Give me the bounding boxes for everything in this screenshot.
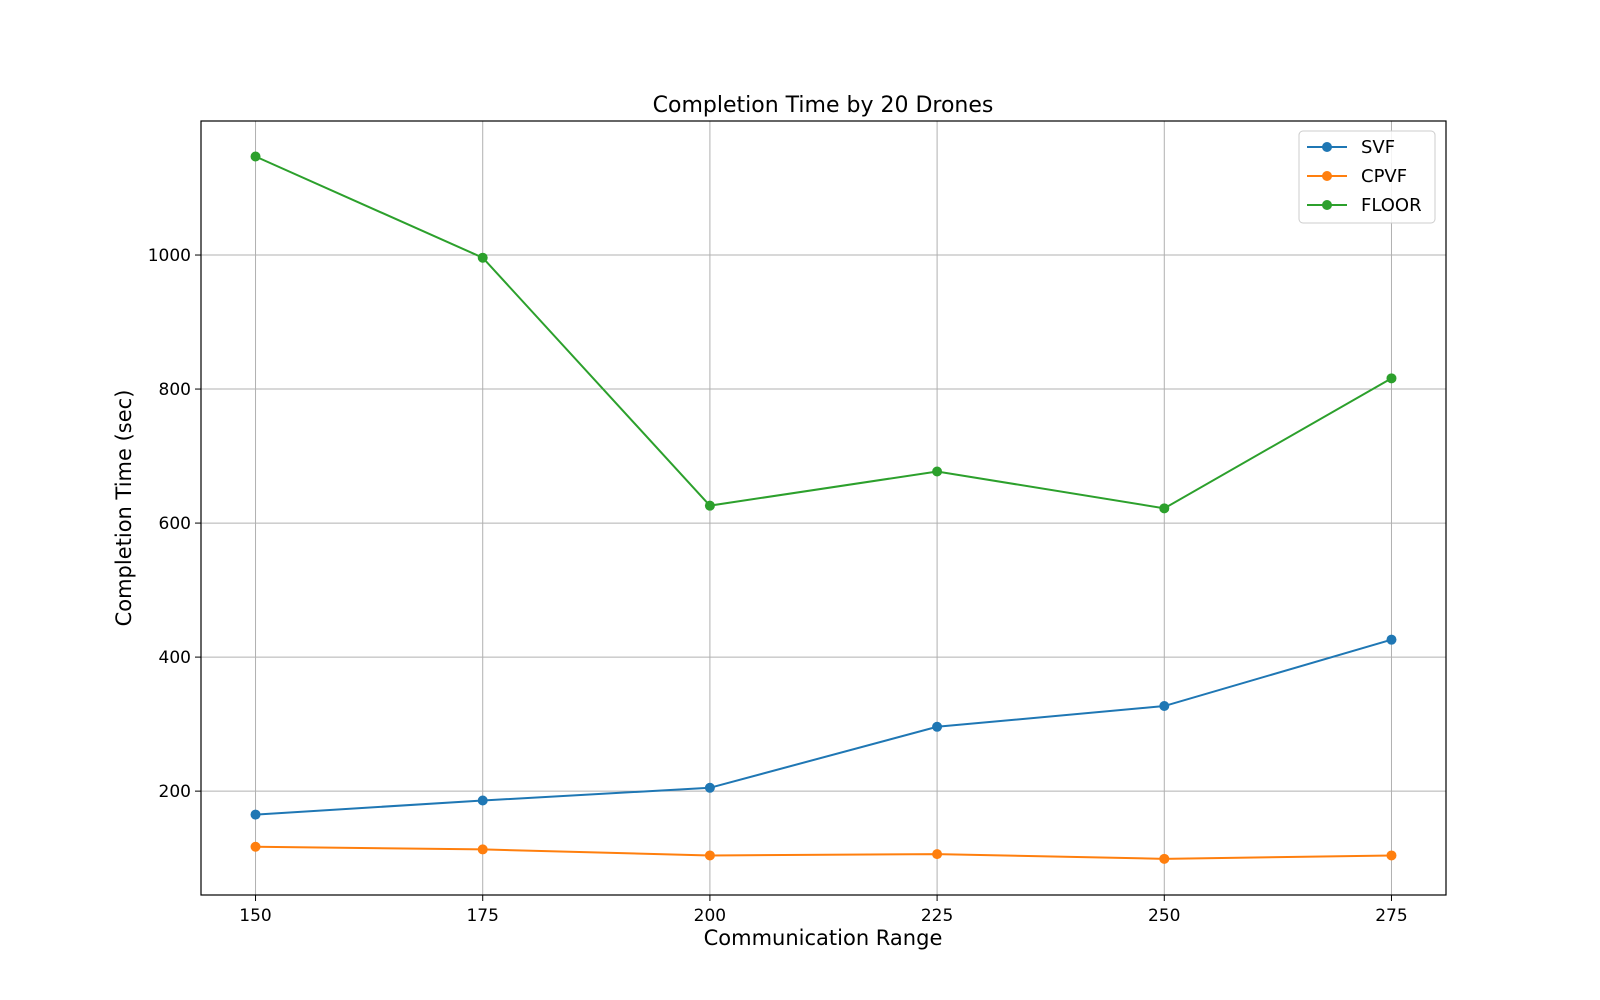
- legend-item-floor: FLOOR: [1307, 195, 1422, 216]
- data-point: [477, 252, 488, 263]
- y-axis-label: Completion Time (sec): [112, 390, 136, 627]
- legend-label: FLOOR: [1361, 195, 1422, 216]
- data-point: [250, 809, 261, 820]
- legend-marker: [1322, 200, 1332, 210]
- legend-label: CPVF: [1361, 166, 1407, 187]
- x-axis-ticks: 150 175 200 225 250 275: [239, 895, 1408, 926]
- data-point: [704, 500, 715, 511]
- data-point: [932, 466, 943, 477]
- series-floor: [250, 151, 1397, 514]
- series-group: [250, 151, 1397, 864]
- y-tick-label: 400: [159, 648, 191, 668]
- legend-marker: [1322, 142, 1332, 152]
- data-point: [1159, 503, 1170, 514]
- x-tick-label: 225: [921, 906, 953, 926]
- legend-marker: [1322, 171, 1332, 181]
- x-tick-label: 175: [466, 906, 498, 926]
- legend-item-svf: SVF: [1307, 137, 1395, 158]
- series-line: [255, 845, 1392, 860]
- data-point: [477, 795, 488, 806]
- data-point: [1386, 373, 1397, 384]
- data-point: [932, 721, 943, 732]
- y-axis-ticks: 200 400 600 800 1000: [148, 246, 201, 802]
- data-point: [704, 850, 715, 861]
- data-point: [1386, 634, 1397, 645]
- data-point: [1159, 701, 1170, 712]
- series-svf: [250, 634, 1397, 820]
- legend-box: [1298, 130, 1436, 224]
- grid-lines: [201, 121, 1446, 895]
- y-tick-label: 1000: [148, 246, 191, 266]
- data-point: [704, 782, 715, 793]
- data-point: [250, 151, 261, 162]
- data-point: [1159, 853, 1170, 864]
- data-point: [250, 841, 261, 852]
- x-tick-label: 200: [694, 906, 726, 926]
- y-tick-label: 800: [159, 380, 191, 400]
- legend-label: SVF: [1361, 137, 1395, 158]
- series-cpvf: [250, 841, 1397, 864]
- y-tick-label: 600: [159, 514, 191, 534]
- chart-title: Completion Time by 20 Drones: [653, 93, 994, 118]
- plot-frame: [200, 120, 1447, 896]
- data-point: [477, 844, 488, 855]
- series-line: [255, 155, 1392, 510]
- data-point: [1386, 850, 1397, 861]
- legend: SVF CPVF FLOOR: [1298, 130, 1436, 224]
- x-tick-label: 150: [239, 906, 271, 926]
- y-tick-label: 200: [159, 782, 191, 802]
- x-tick-label: 250: [1148, 906, 1180, 926]
- x-tick-label: 275: [1375, 906, 1407, 926]
- series-line: [255, 638, 1392, 816]
- legend-item-cpvf: CPVF: [1307, 166, 1407, 187]
- data-point: [932, 849, 943, 860]
- x-axis-label: Communication Range: [704, 926, 943, 950]
